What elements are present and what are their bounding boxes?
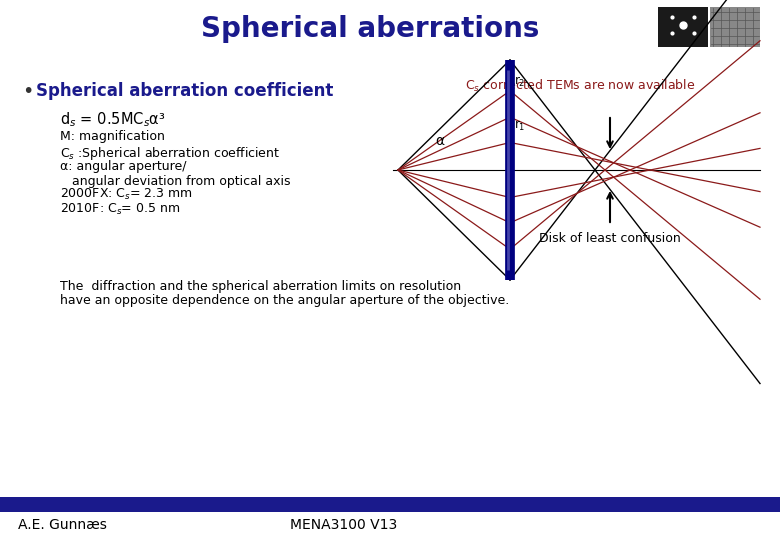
Text: α: α <box>435 134 444 148</box>
Text: Spherical aberrations: Spherical aberrations <box>200 15 539 43</box>
Text: d$_s$ = 0.5MC$_s$α³: d$_s$ = 0.5MC$_s$α³ <box>60 110 165 129</box>
Text: •: • <box>22 82 34 101</box>
FancyBboxPatch shape <box>658 7 708 47</box>
Text: The  diffraction and the spherical aberration limits on resolution: The diffraction and the spherical aberra… <box>60 280 461 293</box>
Text: α: angular aperture/: α: angular aperture/ <box>60 160 186 173</box>
Text: A.E. Gunnæs: A.E. Gunnæs <box>18 518 107 532</box>
FancyBboxPatch shape <box>710 7 760 47</box>
Text: 2000FX: C$_s$= 2.3 mm: 2000FX: C$_s$= 2.3 mm <box>60 187 193 202</box>
Text: C$_s$ corrected TEMs are now available: C$_s$ corrected TEMs are now available <box>465 78 695 94</box>
Text: M: magnification: M: magnification <box>60 130 165 143</box>
Text: MENA3100 V13: MENA3100 V13 <box>290 518 397 532</box>
FancyBboxPatch shape <box>0 497 780 512</box>
Text: Disk of least confusion: Disk of least confusion <box>539 232 681 245</box>
Text: C$_s$ :Spherical aberration coefficient: C$_s$ :Spherical aberration coefficient <box>60 145 280 162</box>
Text: r$_2$: r$_2$ <box>514 75 526 89</box>
Text: have an opposite dependence on the angular aperture of the objective.: have an opposite dependence on the angul… <box>60 294 509 307</box>
Text: 2010F: C$_s$= 0.5 nm: 2010F: C$_s$= 0.5 nm <box>60 202 180 217</box>
Text: r$_1$: r$_1$ <box>514 119 526 133</box>
Text: Spherical aberration coefficient: Spherical aberration coefficient <box>36 82 333 100</box>
Text: angular deviation from optical axis: angular deviation from optical axis <box>60 175 290 188</box>
